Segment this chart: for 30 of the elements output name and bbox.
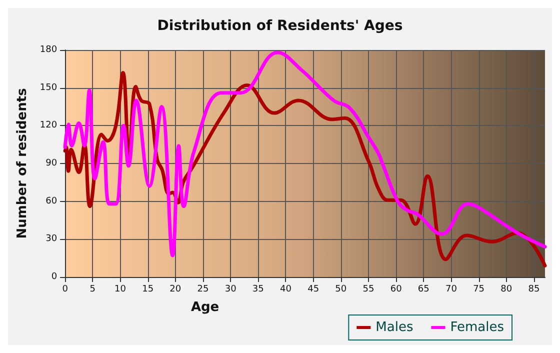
x-tick-label: 15: [142, 284, 154, 294]
y-axis-title: Number of residents: [15, 88, 30, 239]
x-tick-label: 75: [473, 284, 485, 294]
x-tick-label: 40: [280, 284, 292, 294]
x-tick-label: 20: [170, 284, 182, 294]
x-axis-title: Age: [190, 300, 220, 315]
x-tick-label: 80: [500, 284, 512, 294]
y-tick-label: 180: [40, 45, 58, 55]
x-tick-label: 0: [62, 284, 68, 294]
x-tick-label: 50: [335, 284, 347, 294]
x-tick-label: 60: [390, 284, 402, 294]
chart-title: Distribution of Residents' Ages: [157, 18, 403, 34]
x-tick-label: 35: [252, 284, 264, 294]
y-tick-label: 30: [46, 234, 58, 244]
x-tick-label: 45: [308, 284, 320, 294]
x-tick-label: 55: [362, 284, 374, 294]
x-tick-label: 70: [445, 284, 458, 294]
y-tick-label: 90: [46, 158, 58, 168]
x-tick-label: 65: [418, 284, 430, 294]
y-tick-label: 150: [40, 82, 58, 93]
x-tick-label: 25: [197, 284, 209, 294]
y-tick-label: 0: [51, 272, 58, 282]
x-tick-label: 85: [528, 284, 540, 294]
x-tick-label: 5: [90, 284, 96, 294]
legend-label: Females: [450, 320, 504, 335]
y-tick-label: 60: [46, 196, 58, 206]
legend-label: Males: [376, 320, 414, 335]
x-tick-label: 10: [114, 284, 126, 294]
x-tick-label: 30: [224, 284, 237, 294]
y-tick-label: 120: [40, 120, 58, 131]
